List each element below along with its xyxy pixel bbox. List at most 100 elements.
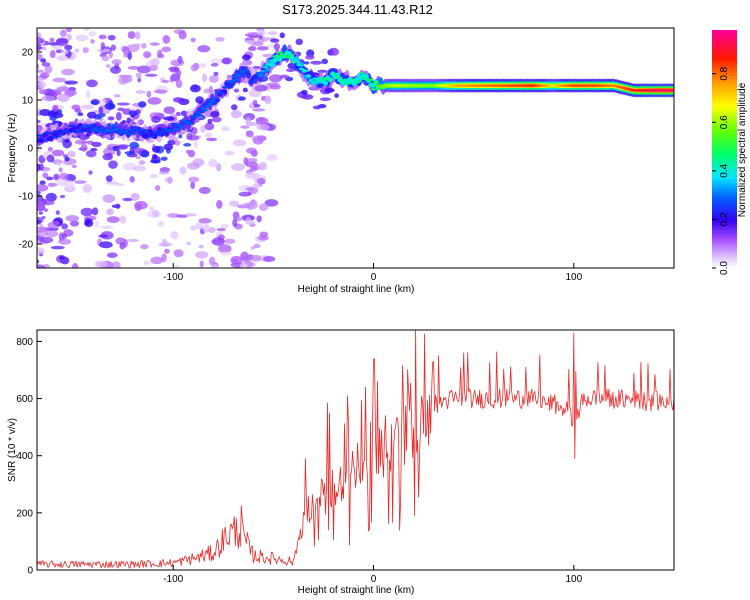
spectrogram-noise-blob: [137, 65, 151, 74]
snr-series-line: [37, 330, 674, 569]
spectrogram-ridge-cell: [262, 65, 268, 69]
spectrogram-noise-blob: [256, 215, 262, 223]
spectrogram-noise-blob: [256, 124, 271, 131]
spectrogram-noise-blob: [178, 134, 183, 139]
spectrogram-ridge-cell: [101, 131, 107, 134]
spectrogram-noise-blob: [37, 190, 41, 195]
spectrogram-ridge-cell: [346, 81, 353, 85]
y-tick-label: -10: [19, 192, 34, 203]
spectrogram-ridge-cell: [132, 126, 139, 130]
spectrogram-noise-blob: [160, 156, 168, 161]
spectrogram-noise-blob: [279, 32, 285, 39]
spectrogram-noise-blob: [152, 153, 158, 159]
spectrogram-ridge-cell: [197, 114, 204, 117]
spectrogram-noise-blob: [210, 62, 219, 67]
spectrogram-ridge-cell: [205, 105, 211, 108]
spectrogram-noise-blob: [105, 175, 113, 183]
spectrogram-noise-blob: [56, 55, 69, 61]
spectrogram-noise-blob: [127, 65, 141, 70]
spectrogram-ridge-cell: [99, 127, 105, 130]
spectrogram-noise-blob: [240, 251, 249, 261]
spectrogram-noise-blob: [177, 99, 182, 104]
spectrogram-noise-blob: [258, 203, 269, 211]
snr-frame: [36, 329, 675, 571]
spectrogram-noise-blob: [244, 40, 256, 44]
spectrogram-noise-blob: [128, 110, 138, 117]
spectrogram-noise-blob: [108, 51, 113, 59]
spectrogram-ridge-cell: [137, 132, 143, 135]
y-tick-label: 20: [22, 48, 34, 59]
spectrogram-noise-blob: [273, 43, 280, 51]
spectrogram-ridge-cell: [332, 73, 338, 76]
spectrogram-noise-blob: [153, 89, 168, 94]
spectrogram-noise-blob: [63, 180, 75, 189]
spectrogram-noise-blob: [244, 220, 256, 225]
spectrogram-noise-blob: [204, 133, 213, 138]
spectrogram-noise-blob: [106, 216, 120, 223]
spectrogram-noise-blob: [255, 117, 269, 125]
spectrogram-noise-blob: [124, 151, 136, 155]
spectrogram-noise-blob: [90, 100, 99, 105]
spectrogram-noise-blob: [64, 156, 70, 162]
spectrogram-ridge-cell: [236, 73, 242, 77]
spectrogram-noise-blob: [40, 58, 47, 63]
spectrogram-noise-blob: [45, 192, 57, 202]
spectrogram-noise-blob: [119, 242, 126, 250]
spectrogram-ridge-cell: [310, 81, 317, 84]
spectrogram-ridge-cell: [65, 130, 71, 134]
y-tick-label: 400: [16, 451, 33, 462]
spectrogram-noise-blob: [46, 176, 54, 181]
spectrogram-ridge-cell: [306, 74, 312, 78]
colorbar: 0.0 0.2 0.4 0.6 0.8 Normalized spectral ampl…: [712, 30, 748, 275]
snr-x-label: Height of straight line (km): [298, 585, 415, 596]
spectrogram-noise-blob: [106, 152, 113, 159]
page-title: S173.2025.344.11.43.R12: [282, 2, 433, 17]
spectrogram-noise-blob: [250, 254, 262, 262]
spectrogram-noise-blob: [201, 73, 208, 83]
spectrogram-ridge-cell: [96, 130, 103, 134]
spectrogram-noise-blob: [90, 39, 95, 44]
spectrogram-noise-blob: [210, 263, 220, 268]
spectrogram-ridge-cell: [106, 124, 112, 128]
spectrogram-noise-blob: [37, 264, 46, 268]
spectrogram-noise-blob: [173, 264, 180, 268]
spectrogram-noise-blob: [47, 146, 54, 152]
spectrogram-noise-blob: [64, 44, 73, 51]
spectrogram-ridge-cell: [123, 129, 129, 133]
spectrogram-noise-blob: [279, 74, 290, 79]
spectrogram-noise-blob: [50, 245, 65, 250]
spectrogram-ridge-cell: [269, 59, 276, 62]
x-tick-label: 0: [371, 272, 377, 283]
spectrogram-ridge-cell: [164, 131, 170, 137]
spectrogram-noise-blob: [174, 140, 181, 146]
spectrogram-noise-blob: [53, 220, 60, 226]
spectrogram-ridge-cell: [671, 89, 674, 92]
colorbar-gradient: [712, 30, 737, 268]
spectrogram-noise-blob: [216, 200, 223, 209]
spectrogram-noise-blob: [193, 140, 198, 149]
spectrogram-noise-blob: [122, 46, 130, 55]
spectrogram-noise-blob: [91, 141, 102, 147]
spectrogram-noise-blob: [249, 165, 258, 172]
spectrogram-ridge-cell: [209, 99, 216, 103]
spectrogram-noise-blob: [87, 111, 97, 119]
spectrogram-noise-blob: [107, 116, 115, 121]
spectrogram-ridge-cell: [41, 138, 47, 142]
spectrogram-ridge-cell: [380, 86, 386, 89]
spectrogram-noise-blob: [77, 112, 84, 117]
spectrogram-ridge-cell: [267, 63, 273, 67]
spectrogram-noise-blob: [70, 220, 79, 227]
spectrogram-noise-blob: [190, 64, 199, 72]
spectrogram-noise-blob: [162, 35, 171, 44]
spectrogram-noise-blob: [94, 260, 108, 268]
spectrogram-noise-blob: [81, 104, 94, 110]
spectrogram-ridge-cell: [373, 81, 379, 85]
spectrogram-noise-blob: [213, 71, 219, 76]
spectrogram-noise-blob: [208, 75, 219, 83]
spectrogram-noise-blob: [98, 106, 104, 115]
spectrogram-noise-blob: [39, 72, 50, 79]
spectrogram-noise-blob: [246, 147, 257, 154]
spectrogram-noise-blob: [238, 96, 246, 101]
spectrogram-noise-blob: [105, 64, 111, 69]
spectrogram-noise-blob: [75, 34, 89, 42]
